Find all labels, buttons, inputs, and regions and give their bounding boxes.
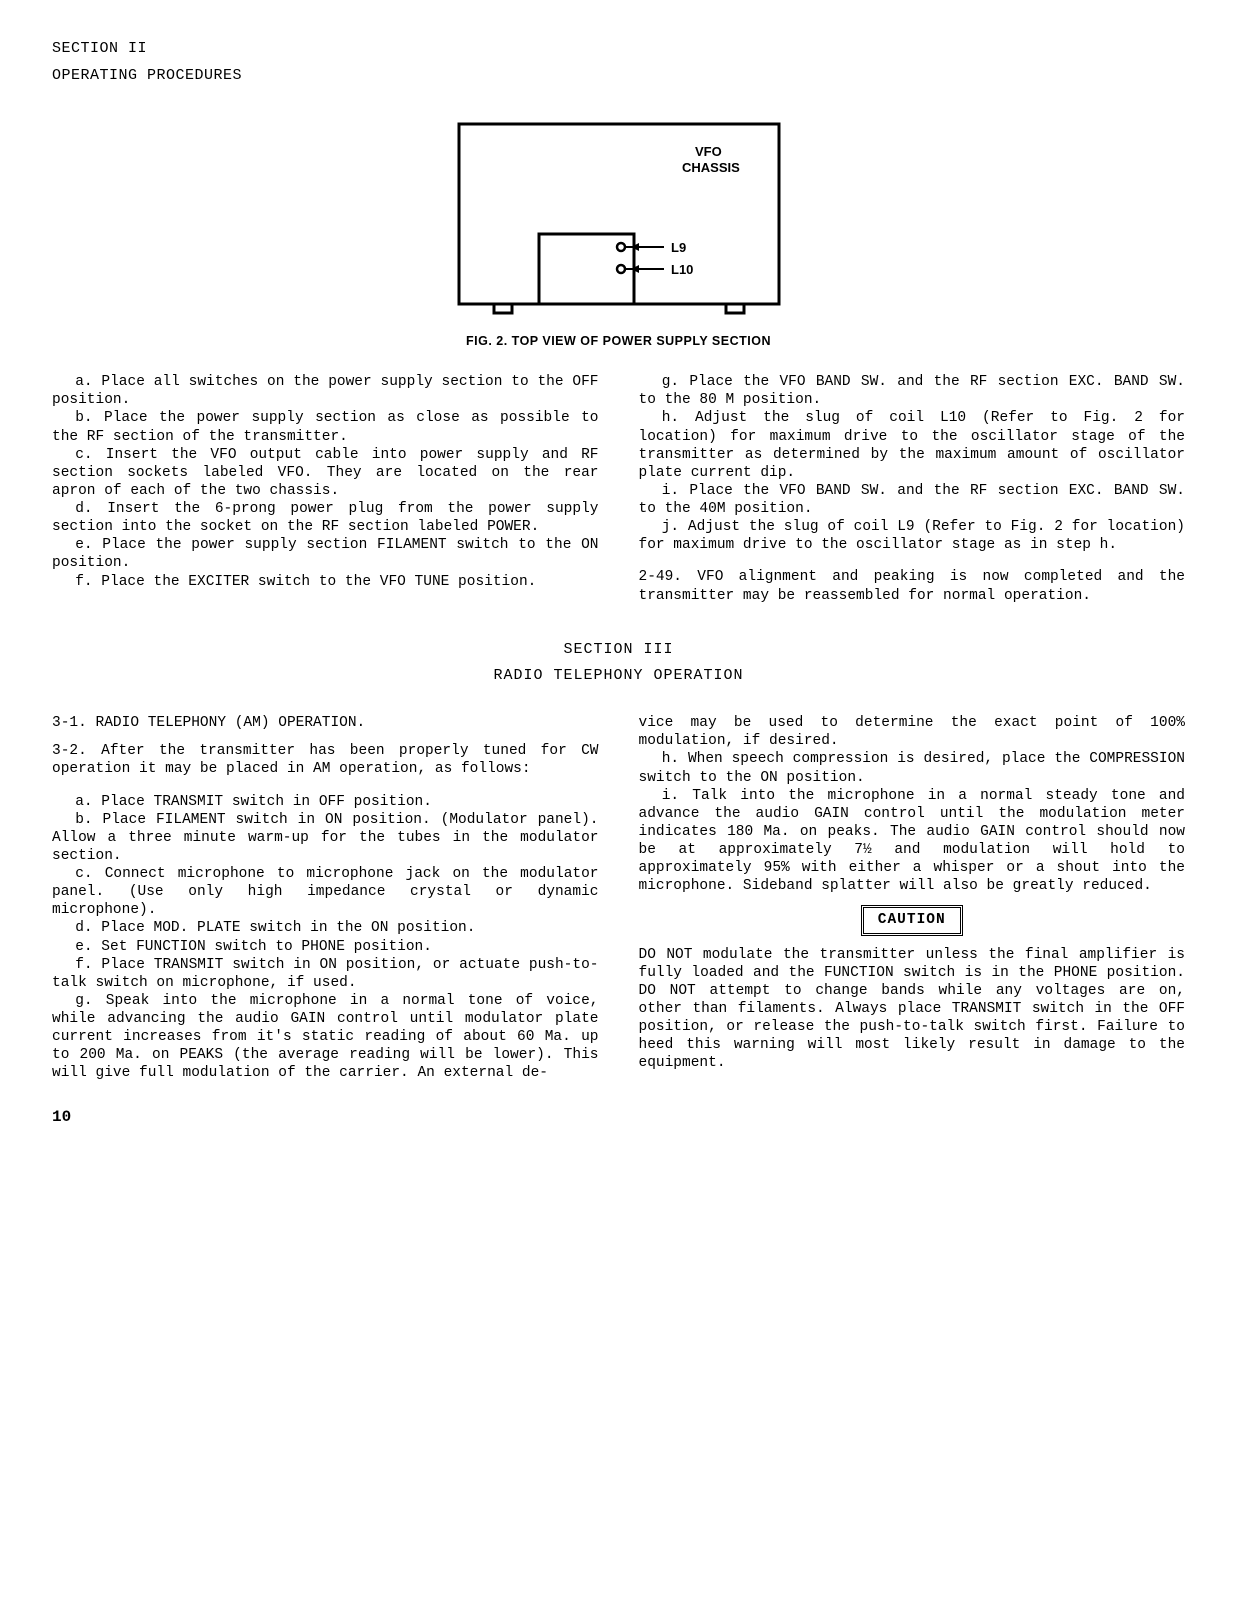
figure-2-svg: L9 L10 VFO CHASSIS: [439, 114, 799, 324]
step-3c: c. Connect microphone to microphone jack…: [52, 865, 599, 919]
step-b: b. Place the power supply section as clo…: [52, 409, 599, 445]
step-c: c. Insert the VFO output cable into powe…: [52, 446, 599, 500]
step-3a: a. Place TRANSMIT switch in OFF position…: [52, 793, 599, 811]
figure-label-chassis: CHASSIS: [682, 160, 740, 175]
step-f: f. Place the EXCITER switch to the VFO T…: [52, 573, 599, 591]
page-header: SECTION II OPERATING PROCEDURES: [52, 40, 1185, 86]
figure-label-l10: L10: [671, 262, 693, 277]
step-3h: h. When speech compression is desired, p…: [639, 750, 1186, 786]
step-h: h. Adjust the slug of coil L10 (Refer to…: [639, 409, 1186, 482]
step-3b: b. Place FILAMENT switch in ON position.…: [52, 811, 599, 865]
section-3-title: SECTION III: [52, 641, 1185, 660]
figure-2: L9 L10 VFO CHASSIS FIG. 2. TOP VIEW OF P…: [52, 114, 1185, 350]
section-3-subtitle: RADIO TELEPHONY OPERATION: [52, 667, 1185, 686]
caution-body: DO NOT modulate the transmitter unless t…: [639, 946, 1186, 1073]
step-a: a. Place all switches on the power suppl…: [52, 373, 599, 409]
step-d: d. Insert the 6-prong power plug from th…: [52, 500, 599, 536]
figure-label-l9: L9: [671, 240, 686, 255]
step-j: j. Adjust the slug of coil L9 (Refer to …: [639, 518, 1186, 554]
top-col-left: a. Place all switches on the power suppl…: [52, 373, 599, 605]
step-e: e. Place the power supply section FILAME…: [52, 536, 599, 572]
bottom-col-left: 3-1. RADIO TELEPHONY (AM) OPERATION. 3-2…: [52, 714, 599, 1082]
step-3e: e. Set FUNCTION switch to PHONE position…: [52, 938, 599, 956]
para-cont: vice may be used to determine the exact …: [639, 714, 1186, 750]
top-columns: a. Place all switches on the power suppl…: [52, 373, 1185, 605]
step-i: i. Place the VFO BAND SW. and the RF sec…: [639, 482, 1186, 518]
bottom-col-right: vice may be used to determine the exact …: [639, 714, 1186, 1082]
section-subtitle: OPERATING PROCEDURES: [52, 67, 1185, 86]
step-g: g. Place the VFO BAND SW. and the RF sec…: [639, 373, 1186, 409]
step-3g: g. Speak into the microphone in a normal…: [52, 992, 599, 1083]
step-3f: f. Place TRANSMIT switch in ON position,…: [52, 956, 599, 992]
para-2-49: 2-49. VFO alignment and peaking is now c…: [639, 568, 1186, 604]
para-3-2: 3-2. After the transmitter has been prop…: [52, 742, 599, 778]
figure-label-vfo: VFO: [695, 144, 722, 159]
figure-2-caption: FIG. 2. TOP VIEW OF POWER SUPPLY SECTION: [466, 334, 771, 350]
step-3i: i. Talk into the microphone in a normal …: [639, 787, 1186, 896]
page-number: 10: [52, 1107, 1185, 1127]
heading-3-1: 3-1. RADIO TELEPHONY (AM) OPERATION.: [52, 714, 599, 732]
bottom-columns: 3-1. RADIO TELEPHONY (AM) OPERATION. 3-2…: [52, 714, 1185, 1082]
caution-wrap: CAUTION: [639, 895, 1186, 945]
top-col-right: g. Place the VFO BAND SW. and the RF sec…: [639, 373, 1186, 605]
caution-label: CAUTION: [861, 905, 963, 935]
step-3d: d. Place MOD. PLATE switch in the ON pos…: [52, 919, 599, 937]
section-label: SECTION II: [52, 40, 1185, 59]
